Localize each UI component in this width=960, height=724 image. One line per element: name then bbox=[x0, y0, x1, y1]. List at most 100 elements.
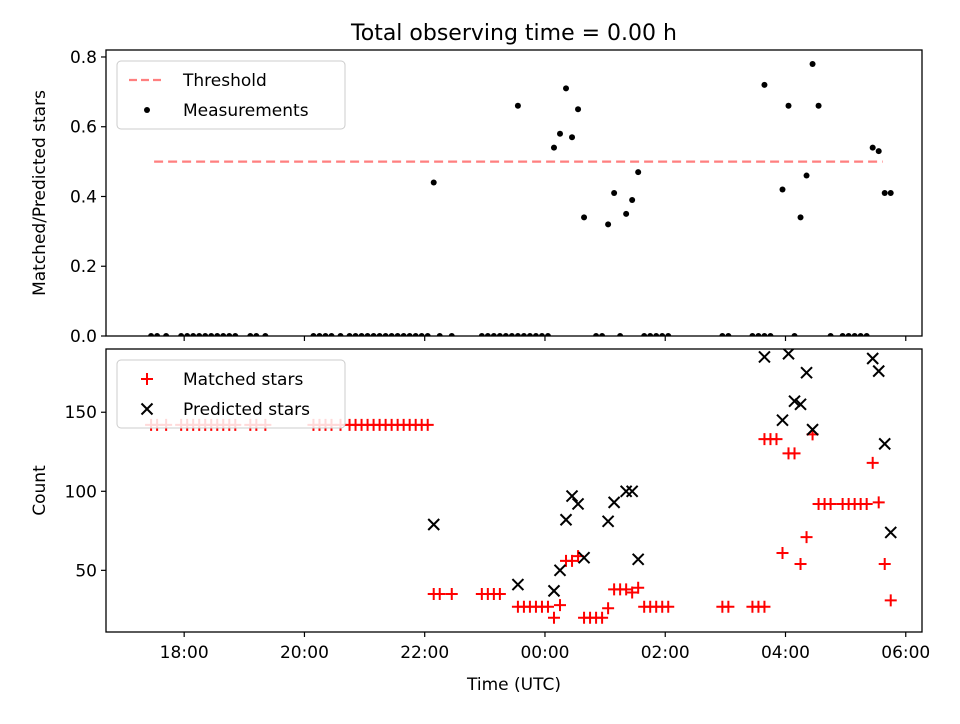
data-point bbox=[872, 364, 885, 378]
data-point bbox=[581, 214, 588, 221]
data-point bbox=[782, 349, 795, 360]
data-point bbox=[532, 333, 539, 336]
data-point bbox=[430, 179, 437, 186]
data-point bbox=[631, 553, 645, 566]
data-point bbox=[553, 564, 567, 577]
y-tick-label: 50 bbox=[75, 561, 97, 581]
x-tick-label: 22:00 bbox=[400, 643, 449, 663]
data-point bbox=[566, 554, 579, 567]
data-point bbox=[824, 497, 837, 510]
data-point bbox=[547, 584, 561, 598]
legend-swatch bbox=[140, 402, 154, 416]
axes-frame bbox=[105, 348, 923, 633]
data-point bbox=[418, 333, 425, 336]
data-point bbox=[722, 600, 735, 613]
data-point bbox=[520, 333, 527, 336]
x-tick-label: 02:00 bbox=[641, 643, 690, 663]
data-point bbox=[178, 333, 185, 336]
y-tick-label: 150 bbox=[65, 403, 97, 423]
data-point bbox=[247, 333, 254, 336]
data-point bbox=[427, 518, 440, 531]
data-point bbox=[758, 600, 771, 613]
data-point bbox=[632, 581, 645, 594]
legend-box bbox=[116, 60, 346, 130]
data-point bbox=[815, 102, 822, 109]
data-point bbox=[310, 333, 317, 336]
data-point bbox=[148, 333, 155, 336]
data-point bbox=[208, 333, 215, 336]
data-point bbox=[881, 190, 888, 196]
data-point bbox=[625, 485, 639, 498]
data-point bbox=[755, 333, 762, 336]
data-point bbox=[776, 413, 789, 427]
data-point bbox=[611, 190, 618, 196]
legend: Matched stars Predicted stars bbox=[116, 359, 346, 429]
data-point bbox=[547, 611, 560, 624]
data-point bbox=[725, 333, 732, 336]
data-point bbox=[358, 333, 365, 336]
data-point bbox=[884, 526, 897, 539]
data-point bbox=[448, 333, 455, 336]
series-predicted-stars bbox=[427, 349, 897, 598]
data-point bbox=[394, 333, 401, 336]
x-tick-label: 06:00 bbox=[881, 643, 930, 663]
y-tick-label: 100 bbox=[65, 482, 97, 502]
data-point bbox=[857, 333, 864, 336]
data-point bbox=[800, 531, 813, 544]
data-point bbox=[406, 333, 413, 336]
y-axis-label: Matched/Predicted stars bbox=[30, 90, 50, 296]
data-point bbox=[190, 333, 197, 336]
data-point bbox=[571, 497, 585, 511]
data-point bbox=[541, 600, 554, 613]
data-point bbox=[352, 333, 359, 336]
data-point bbox=[550, 144, 557, 151]
data-point bbox=[845, 333, 852, 336]
data-point bbox=[220, 333, 227, 336]
data-point bbox=[424, 333, 431, 336]
data-point bbox=[803, 172, 810, 179]
data-point bbox=[872, 496, 885, 509]
y-tick-label: 0.8 bbox=[70, 48, 97, 68]
data-point bbox=[878, 437, 891, 451]
data-point bbox=[788, 394, 801, 408]
data-point bbox=[719, 333, 726, 336]
data-point bbox=[809, 60, 816, 67]
data-point bbox=[767, 333, 774, 336]
data-point bbox=[779, 186, 786, 193]
data-point bbox=[508, 333, 515, 336]
legend-label: Measurements bbox=[183, 101, 309, 121]
data-point bbox=[863, 333, 870, 336]
data-point bbox=[538, 333, 545, 336]
panel-bottom: 50 100 150 18:00 20:00 22:00 00:00 02:00 04:00 06… bbox=[30, 348, 930, 695]
data-point bbox=[544, 333, 551, 336]
data-point bbox=[866, 352, 879, 365]
data-point bbox=[493, 588, 506, 601]
data-point bbox=[761, 81, 768, 88]
y-axis-label: Count bbox=[30, 465, 50, 516]
data-point bbox=[569, 134, 576, 141]
data-point bbox=[214, 333, 221, 336]
data-point bbox=[502, 333, 509, 336]
plot-area bbox=[148, 60, 894, 336]
x-tick-label: 04:00 bbox=[761, 643, 810, 663]
data-point bbox=[839, 333, 846, 336]
data-point bbox=[866, 456, 879, 469]
data-point bbox=[770, 433, 783, 446]
y-tick-label: 0.6 bbox=[70, 118, 97, 138]
data-point bbox=[559, 513, 573, 526]
legend-swatch bbox=[141, 373, 153, 385]
data-point bbox=[563, 85, 570, 92]
data-point bbox=[511, 578, 525, 591]
data-point bbox=[163, 333, 170, 336]
data-point bbox=[827, 333, 834, 336]
data-point bbox=[478, 333, 485, 336]
data-point bbox=[526, 333, 533, 336]
data-point bbox=[328, 333, 335, 336]
data-point bbox=[887, 190, 894, 196]
data-point bbox=[875, 148, 882, 155]
data-point bbox=[626, 586, 639, 599]
data-point bbox=[514, 102, 521, 109]
x-tick-label: 18:00 bbox=[160, 643, 209, 663]
data-point bbox=[557, 130, 564, 137]
